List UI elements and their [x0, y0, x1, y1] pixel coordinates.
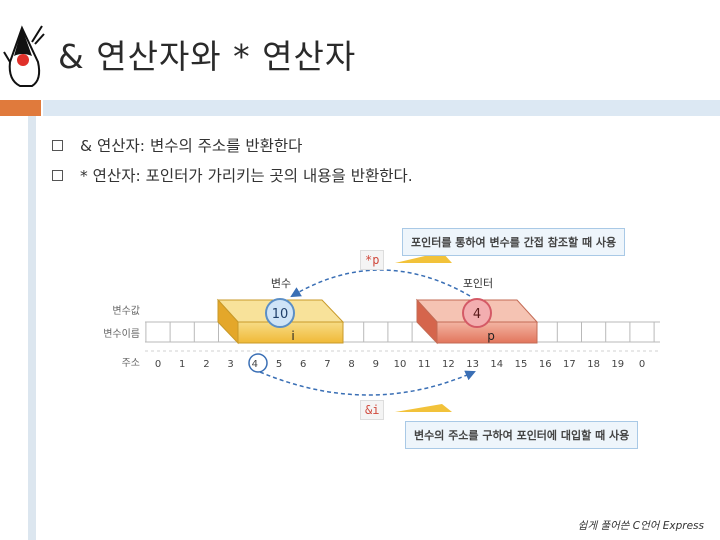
deref-arrow — [290, 269, 471, 298]
callout-bottom: 변수의 주소를 구하여 포인터에 대입할 때 사용 — [405, 421, 639, 449]
address-tick-label: 19 — [611, 359, 624, 370]
address-tick-label: 1 — [179, 359, 185, 370]
address-tick-label: 5 — [276, 359, 282, 370]
var-value: 10 — [272, 307, 289, 322]
ptr-header: 포인터 — [463, 277, 493, 290]
address-tick-label: 2 — [203, 359, 209, 370]
address-tick-label: 8 — [348, 359, 354, 370]
bullet-icon — [52, 140, 63, 151]
bullet-text: * 연산자: 포인터가 가리키는 곳의 내용을 반환한다. — [80, 167, 413, 185]
address-tick-label: 0 — [639, 359, 645, 370]
bullet-text: & 연산자: 변수의 주소를 반환한다 — [80, 137, 303, 155]
address-tick-label: 18 — [587, 359, 600, 370]
row-addr-label: 주소 — [122, 357, 140, 369]
address-highlight — [248, 353, 268, 373]
address-tick-label: 13 — [466, 359, 479, 370]
bullet-icon — [52, 170, 63, 181]
left-rule — [28, 116, 36, 540]
address-tick-label: 11 — [418, 359, 431, 370]
address-tick-label: 9 — [373, 359, 379, 370]
address-tick-label: 17 — [563, 359, 576, 370]
ptr-value: 4 — [473, 307, 481, 322]
footer-text: 쉽게 풀어쓴 C언어 Express — [577, 520, 704, 532]
row-name-label: 변수이름 — [103, 328, 140, 340]
title-divider-bar — [43, 100, 720, 116]
title-accent-bar — [0, 100, 41, 116]
page-title: & 연산자와 * 연산자 — [58, 37, 357, 76]
address-tick-label: 16 — [539, 359, 552, 370]
address-tick-label: 14 — [490, 359, 503, 370]
ptr-name: p — [487, 329, 495, 343]
deref-operator-tag: *p — [360, 250, 385, 270]
ptr-value-circle — [462, 298, 492, 328]
address-tick-label: 3 — [227, 359, 233, 370]
address-tick-label: 7 — [324, 359, 330, 370]
address-tick-label: 12 — [442, 359, 455, 370]
callout-top: 포인터를 통하여 변수를 간접 참조할 때 사용 — [402, 228, 626, 256]
address-tick-label: 10 — [394, 359, 407, 370]
address-operator-tag: &i — [360, 400, 385, 420]
var-value-circle — [265, 298, 295, 328]
var-name: i — [291, 329, 294, 343]
var-header: 변수 — [271, 277, 291, 290]
address-arrow — [259, 370, 476, 396]
mascot-icon — [2, 22, 46, 92]
address-tick-label: 4 — [252, 359, 258, 370]
address-tick-label: 0 — [155, 359, 161, 370]
row-value-label: 변수값 — [112, 305, 140, 317]
address-tick-label: 15 — [515, 359, 528, 370]
address-tick-label: 6 — [300, 359, 306, 370]
